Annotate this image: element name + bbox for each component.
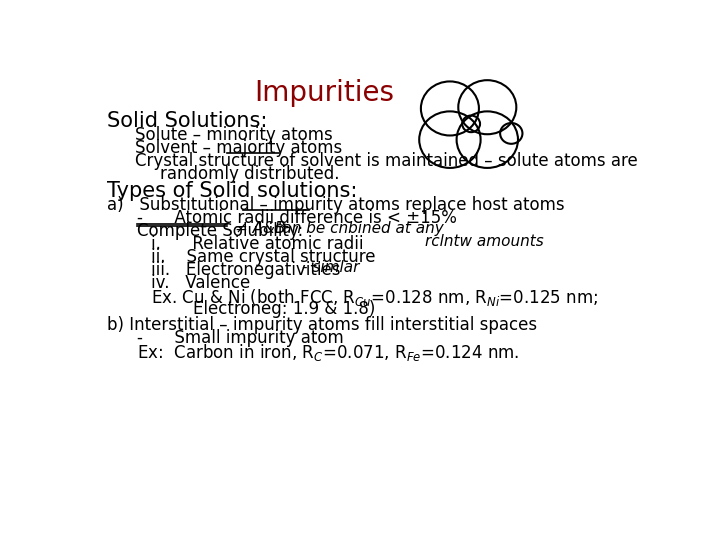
Text: Solid Solutions:: Solid Solutions:: [107, 111, 267, 131]
Text: -      Atomic radii difference is < ±15%: - Atomic radii difference is < ±15%: [138, 208, 457, 227]
Text: i.      Relative atomic radii: i. Relative atomic radii: [151, 235, 364, 253]
Text: - simlar: - simlar: [302, 260, 359, 275]
Text: rclntw amounts: rclntw amounts: [425, 234, 544, 249]
Text: Types of Solid solutions:: Types of Solid solutions:: [107, 181, 357, 201]
Text: Electroneg: 1.9 & 1.8): Electroneg: 1.9 & 1.8): [151, 300, 376, 318]
Text: can be cnbined at any: can be cnbined at any: [274, 221, 444, 236]
Text: b) Interstitial – impurity atoms fill interstitial spaces: b) Interstitial – impurity atoms fill in…: [107, 316, 537, 334]
Text: Solvent – majority atoms: Solvent – majority atoms: [135, 139, 342, 157]
Text: Solute – minority atoms: Solute – minority atoms: [135, 126, 333, 144]
Text: iii.   Electronegativities: iii. Electronegativities: [151, 261, 341, 279]
Text: ≠ A&B: ≠ A&B: [235, 221, 285, 236]
Text: Ex. Cu & Ni (both FCC, R$_{Cu}$=0.128 nm, R$_{Ni}$=0.125 nm;: Ex. Cu & Ni (both FCC, R$_{Cu}$=0.128 nm…: [151, 287, 598, 308]
Text: Complete Solubility:: Complete Solubility:: [138, 222, 304, 240]
Text: iv.   Valence: iv. Valence: [151, 274, 251, 292]
Text: -      Small impurity atom: - Small impurity atom: [138, 329, 344, 347]
Text: Ex:  Carbon in iron, R$_C$=0.071, R$_{Fe}$=0.124 nm.: Ex: Carbon in iron, R$_C$=0.071, R$_{Fe}…: [138, 342, 520, 363]
Text: Crystal structure of solvent is maintained – solute atoms are: Crystal structure of solvent is maintain…: [135, 152, 637, 170]
Text: a)   Substitutional – impurity atoms replace host atoms: a) Substitutional – impurity atoms repla…: [107, 196, 564, 214]
Text: randomly distributed.: randomly distributed.: [160, 165, 339, 183]
Text: ii.    Same crystal structure: ii. Same crystal structure: [151, 248, 376, 266]
Text: Impurities: Impurities: [254, 79, 395, 107]
